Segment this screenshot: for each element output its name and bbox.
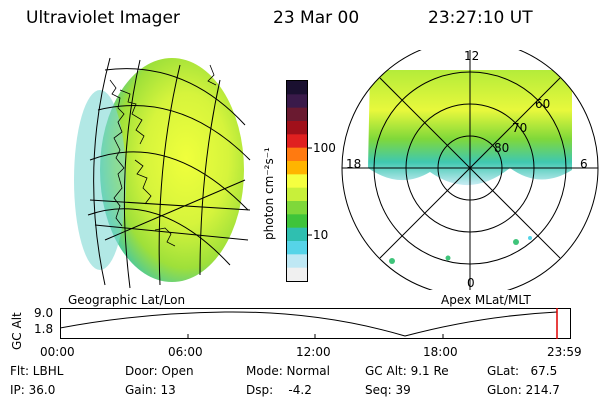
colorbar-stripe: [287, 94, 307, 109]
colorbar-stripe: [287, 267, 307, 281]
geographic-image: [74, 57, 251, 289]
gc-altitude-readout: GC Alt: 9.1 Re: [365, 364, 449, 378]
timeline-ylabel: GC Alt: [10, 312, 24, 350]
mode-readout: Mode: Normal: [246, 364, 330, 378]
coastline-outline: [109, 64, 217, 247]
geographic-grid: [87, 57, 251, 289]
polar-grid: [341, 50, 599, 290]
colorbar-unit-label: photon cm⁻²s⁻¹: [262, 147, 276, 240]
earth-disk-glow: [100, 58, 244, 282]
time-label: 23:27:10 UT: [428, 8, 533, 28]
colorbar-ticks: [307, 147, 312, 236]
colorbar-tick-100: 100: [313, 141, 336, 155]
ip-readout: IP: 36.0: [10, 383, 56, 397]
colorbar-stripe: [287, 201, 307, 215]
mlat-label-60: 60: [535, 97, 551, 111]
mlt-label-6: 6: [580, 157, 588, 171]
colorbar-stripe: [287, 147, 307, 162]
timeline-ytick-9: 9.0: [34, 306, 54, 320]
colorbar-stripe: [287, 161, 307, 175]
polar-image: [341, 50, 599, 290]
timeline-xtick-0000: 00:00: [40, 345, 75, 359]
mlt-label-0: 0: [467, 276, 475, 290]
mlt-label-18: 18: [346, 157, 362, 171]
geo-latitude-readout: GLat: 67.5: [487, 364, 558, 378]
timeline-xtick-1800: 18:00: [423, 345, 458, 359]
date-label: 23 Mar 00: [273, 8, 360, 28]
mlt-label-12: 12: [464, 49, 480, 63]
polar-panel-label: Apex MLat/MLT: [441, 293, 531, 307]
colorbar-stripe: [287, 187, 307, 202]
altitude-curve: [60, 311, 558, 337]
door-readout: Door: Open: [125, 364, 194, 378]
mlat-label-80: 80: [494, 141, 510, 155]
colorbar-stripe: [287, 254, 307, 269]
geo-longitude-readout: GLon: 214.7: [487, 383, 560, 397]
altitude-timeline: [60, 308, 571, 339]
colorbar-stripe: [287, 241, 307, 255]
colorbar-stripe: [287, 227, 307, 242]
timeline-xtick-1200: 12:00: [296, 345, 331, 359]
filter-readout: Flt: LBHL: [10, 364, 64, 378]
geographic-panel-label: Geographic Lat/Lon: [68, 293, 186, 307]
dsp-readout: Dsp: -4.2: [246, 383, 312, 397]
instrument-title: Ultraviolet Imager: [26, 8, 180, 28]
colorbar-stripe: [287, 107, 307, 122]
colorbar: [286, 80, 308, 282]
gain-readout: Gain: 13: [125, 383, 176, 397]
sequence-readout: Seq: 39: [365, 383, 411, 397]
colorbar-stripe: [287, 81, 307, 95]
colorbar-stripe: [287, 121, 307, 135]
colorbar-stripe: [287, 174, 307, 189]
timeline-xtick-0600: 06:00: [168, 345, 203, 359]
colorbar-tick-10: 10: [313, 228, 329, 242]
colorbar-stripe: [287, 214, 307, 229]
mlat-label-70: 70: [512, 121, 528, 135]
timeline-xtick-2359: 23:59: [547, 345, 582, 359]
timeline-ytick-1-8: 1.8: [34, 322, 54, 336]
colorbar-stripe: [287, 134, 307, 149]
